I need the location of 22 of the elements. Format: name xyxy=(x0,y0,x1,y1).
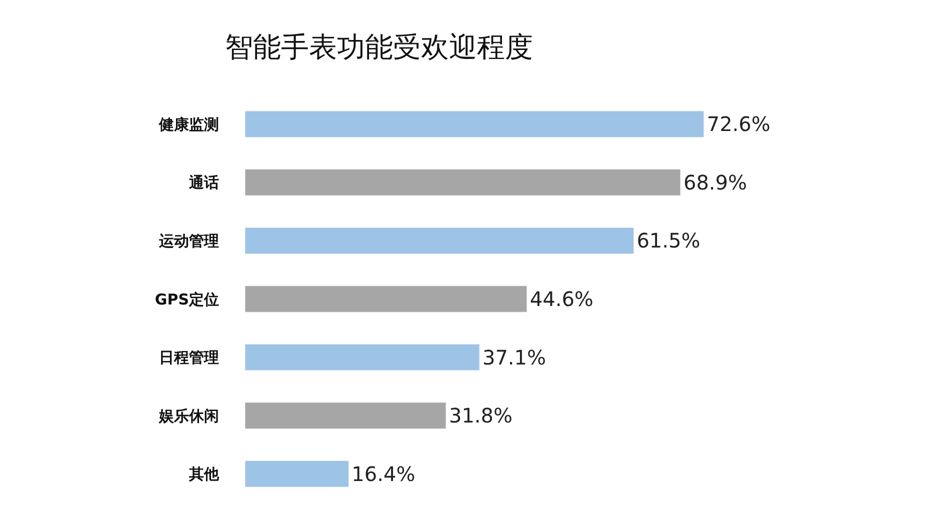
bar xyxy=(245,286,528,312)
y-tick-label: 健康监测 xyxy=(158,115,219,134)
y-tick-label: 娱乐休闲 xyxy=(158,406,219,425)
data-label: 61.5% xyxy=(636,228,700,253)
data-label: 44.6% xyxy=(530,287,594,311)
y-tick-label: GPS定位 xyxy=(154,290,219,308)
data-label: 72.6% xyxy=(706,112,770,136)
data-label: 31.8% xyxy=(448,404,513,428)
y-tick-label: 日程管理 xyxy=(159,348,219,367)
bar xyxy=(245,402,446,429)
chart-title: 智能手表功能受欢迎程度 xyxy=(225,30,534,64)
y-tick-label: 其他 xyxy=(188,465,220,484)
data-label: 68.9% xyxy=(683,170,748,194)
data-label: 16.4% xyxy=(352,462,416,486)
bar xyxy=(245,227,634,254)
bar xyxy=(245,344,480,371)
data-label: 37.1% xyxy=(482,345,546,370)
y-tick-label: 运动管理 xyxy=(158,232,219,250)
bar xyxy=(245,169,681,196)
bar xyxy=(245,460,349,488)
y-tick-label: 通话 xyxy=(188,174,219,192)
bar xyxy=(245,110,704,138)
